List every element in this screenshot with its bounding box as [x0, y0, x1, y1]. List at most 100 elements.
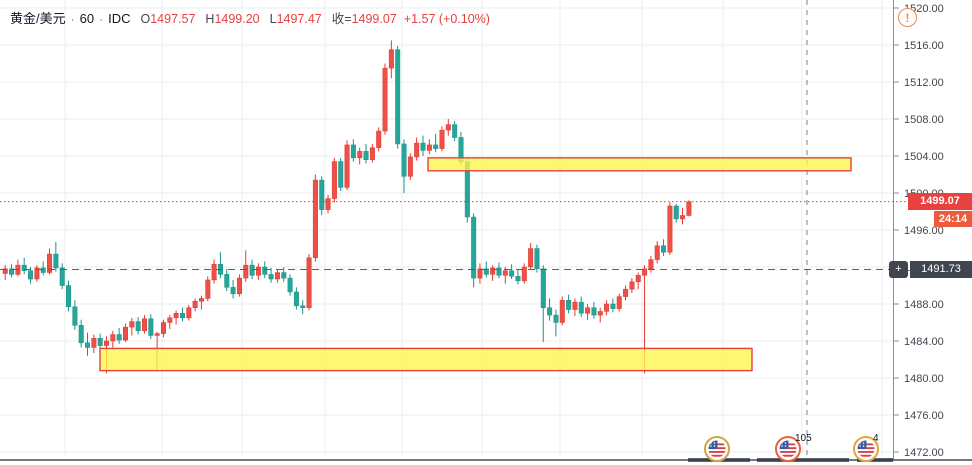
- candle-body: [59, 267, 65, 286]
- symbol-name[interactable]: 黄金/美元: [10, 11, 66, 26]
- candle-body: [376, 130, 382, 148]
- candle-body: [142, 318, 148, 332]
- candle-body: [680, 215, 686, 220]
- exchange-name[interactable]: IDC: [108, 11, 131, 26]
- candle-body: [249, 264, 255, 276]
- us-flag-icon: [775, 436, 801, 462]
- candle-body: [53, 253, 59, 269]
- time-axis-highlight: [757, 458, 849, 462]
- candle-body: [40, 267, 46, 273]
- candle-body: [388, 49, 394, 69]
- candle-body: [287, 277, 293, 293]
- price-tick-label: 1508.00: [904, 114, 944, 126]
- candle-body: [445, 124, 451, 131]
- time-axis-highlight: [857, 458, 893, 462]
- price-tick-label: 1488.00: [904, 299, 944, 311]
- candle-body: [85, 342, 91, 348]
- price-axis[interactable]: 1520.001516.001512.001508.001504.001500.…: [893, 0, 944, 460]
- candle-body: [9, 268, 15, 275]
- economic-event-icon[interactable]: 4: [852, 433, 880, 465]
- candle-body: [597, 311, 603, 316]
- candle-body: [293, 291, 299, 307]
- candle-body: [338, 161, 344, 188]
- change-value: +1.57 (+0.10%): [403, 12, 490, 26]
- price-tick-label: 1484.00: [904, 336, 944, 348]
- candle-body: [540, 268, 546, 308]
- price-tick-label: 1504.00: [904, 151, 944, 163]
- candle-body: [509, 270, 515, 277]
- candle-body: [629, 281, 635, 290]
- lower-demand-zone[interactable]: [99, 347, 753, 372]
- low-value: L1497.47: [269, 12, 322, 26]
- candle-body: [211, 263, 217, 281]
- candle-body: [395, 49, 401, 145]
- candle-body: [578, 301, 584, 314]
- candles-series: [2, 40, 692, 374]
- close-value: 收=1499.07: [331, 12, 397, 26]
- candle-body: [433, 144, 439, 149]
- candle-body: [255, 266, 261, 276]
- interval-value[interactable]: 60: [79, 11, 95, 26]
- candle-body: [97, 337, 103, 346]
- economic-event-icon[interactable]: [703, 435, 731, 465]
- candle-body: [686, 201, 692, 216]
- candle-body: [610, 303, 616, 309]
- candle-body: [585, 307, 591, 314]
- candle-body: [477, 268, 483, 279]
- candle-body: [401, 143, 407, 177]
- candle-body: [148, 318, 154, 336]
- economic-event-icon[interactable]: 105: [774, 433, 812, 465]
- price-level-badge[interactable]: 1491.73: [910, 260, 972, 278]
- open-value: O1497.57: [140, 12, 196, 26]
- candle-body: [420, 142, 426, 151]
- candle-body: [262, 266, 268, 275]
- candle-body: [490, 267, 496, 275]
- candle-body: [236, 277, 242, 295]
- candle-body: [635, 275, 641, 283]
- candle-body: [502, 270, 508, 276]
- candle-body: [369, 147, 375, 160]
- legend-separator: ·: [99, 12, 104, 26]
- candle-body: [673, 205, 679, 220]
- candle-body: [357, 151, 363, 159]
- candle-body: [173, 313, 179, 319]
- event-count: 4: [873, 433, 879, 444]
- candle-body: [274, 272, 280, 280]
- candle-body: [116, 334, 122, 341]
- candle-body: [483, 268, 489, 275]
- candle-body: [331, 161, 337, 199]
- upper-supply-zone[interactable]: [427, 157, 852, 172]
- us-flag-icon: [853, 436, 879, 462]
- candle-body: [654, 245, 660, 260]
- candle-body: [471, 216, 477, 279]
- candle-body: [154, 333, 160, 336]
- warning-icon[interactable]: !: [898, 8, 917, 27]
- candle-body: [306, 257, 312, 308]
- candle-body: [559, 300, 565, 323]
- candle-body: [591, 307, 597, 316]
- candle-body: [91, 337, 97, 348]
- chart-legend[interactable]: 黄金/美元 · 60 · IDC O1497.57 H1499.20 L1497…: [10, 8, 490, 27]
- candle-body: [439, 129, 445, 149]
- candle-body: [572, 301, 578, 310]
- add-alert-plus-button[interactable]: +: [889, 260, 908, 278]
- last-price-badge: 1499.07: [908, 193, 972, 211]
- candle-body: [123, 326, 129, 341]
- price-tick-label: 1476.00: [904, 410, 944, 422]
- candle-body: [243, 264, 249, 279]
- price-tick-label: 1472.00: [904, 447, 944, 459]
- candle-body: [78, 325, 84, 344]
- candle-body: [281, 272, 287, 279]
- candle-body: [382, 67, 388, 132]
- candle-body: [110, 334, 116, 342]
- candle-body: [224, 274, 230, 288]
- candle-body: [104, 340, 110, 346]
- candle-body: [268, 274, 274, 280]
- candle-body: [319, 179, 325, 210]
- price-tick-label: 1512.00: [904, 77, 944, 89]
- candle-body: [129, 321, 135, 328]
- candle-body: [407, 156, 413, 177]
- candle-body: [363, 151, 369, 160]
- candle-body: [642, 268, 648, 276]
- candle-body: [167, 317, 173, 323]
